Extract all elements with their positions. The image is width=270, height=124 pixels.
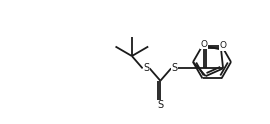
Text: O: O (219, 42, 226, 50)
Text: O: O (201, 40, 208, 49)
Text: S: S (157, 100, 163, 110)
Text: S: S (143, 63, 149, 73)
Text: S: S (171, 63, 178, 73)
